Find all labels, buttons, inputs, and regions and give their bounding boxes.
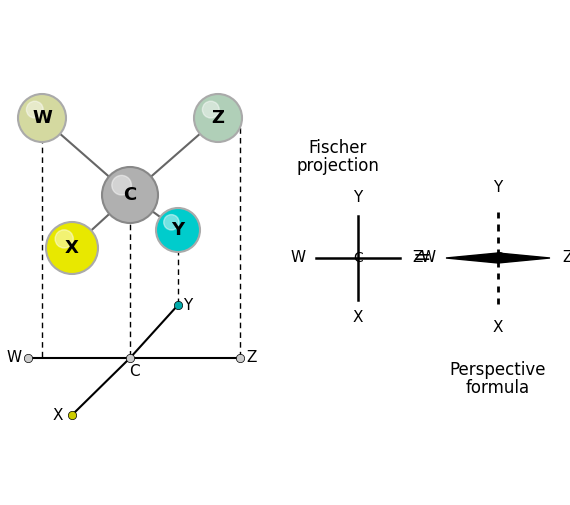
Text: Z: Z [563,250,570,266]
Text: Z: Z [247,350,257,366]
Circle shape [156,208,200,252]
Text: X: X [65,239,79,257]
Text: Z: Z [413,250,423,266]
Text: formula: formula [466,379,530,397]
Circle shape [194,94,242,142]
Polygon shape [498,253,550,263]
Text: Perspective: Perspective [450,361,546,379]
Text: Y: Y [494,180,503,195]
Text: C: C [493,251,503,265]
Circle shape [164,215,179,230]
Text: Fischer: Fischer [309,139,367,157]
Text: Z: Z [211,109,225,127]
Text: X: X [353,311,363,326]
Text: Y: Y [172,221,185,239]
Text: C: C [353,251,363,265]
Text: C: C [123,186,137,204]
Text: Y: Y [184,297,193,313]
Text: projection: projection [296,157,380,175]
Text: X: X [492,321,503,335]
Text: W: W [291,250,306,266]
Text: X: X [53,408,63,423]
Circle shape [26,101,43,118]
Circle shape [55,230,74,248]
Text: W: W [32,109,52,127]
Circle shape [112,175,132,195]
Text: C: C [129,365,139,379]
Circle shape [202,101,219,118]
Text: =: = [413,248,431,268]
Text: W: W [421,250,435,266]
Circle shape [18,94,66,142]
Text: Y: Y [353,190,363,206]
Polygon shape [446,253,498,263]
Circle shape [102,167,158,223]
Text: W: W [6,350,22,366]
Circle shape [46,222,98,274]
